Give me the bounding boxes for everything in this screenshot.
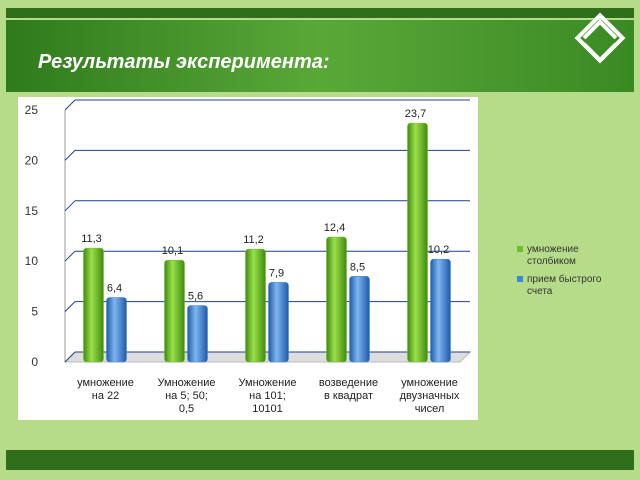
x-tick-label: Умножение на 5; 50; 0,5 bbox=[158, 377, 216, 415]
bar bbox=[245, 248, 266, 363]
data-label: 10,1 bbox=[162, 245, 183, 257]
x-tick-label-line: 0,5 bbox=[179, 403, 194, 415]
x-tick-label-line: двузначных bbox=[400, 390, 460, 402]
bar bbox=[430, 258, 451, 363]
legend-swatch bbox=[517, 276, 523, 282]
grid-line bbox=[64, 99, 76, 111]
logo bbox=[574, 12, 626, 64]
grid-line bbox=[64, 351, 76, 363]
x-tick-label-line: умножение bbox=[77, 377, 134, 389]
data-label: 7,9 bbox=[269, 267, 284, 279]
grid-line bbox=[64, 150, 76, 161]
bar bbox=[83, 247, 104, 363]
x-tick-label-line: в квадрат bbox=[324, 390, 373, 402]
y-tick-label: 5 bbox=[31, 305, 38, 319]
bottom-strip bbox=[6, 450, 634, 470]
x-tick-label-line: чисел bbox=[415, 403, 445, 415]
x-tick-label-line: возведение bbox=[319, 377, 378, 389]
bar bbox=[106, 297, 127, 363]
data-label: 12,4 bbox=[324, 222, 345, 234]
legend-label: умножение столбиком bbox=[527, 244, 579, 267]
legend-swatch bbox=[517, 246, 523, 252]
legend-label-line: счета bbox=[527, 286, 553, 297]
bar bbox=[164, 259, 185, 363]
y-tick-label: 10 bbox=[25, 254, 39, 268]
x-tick-label-line: Умножение bbox=[239, 377, 297, 389]
data-label: 10,2 bbox=[428, 244, 449, 256]
title-bar bbox=[6, 20, 634, 92]
x-tick-label: Умножение на 101; 10101 bbox=[239, 377, 297, 415]
x-tick-label: возведение в квадрат bbox=[319, 377, 378, 402]
top-strip bbox=[6, 8, 634, 18]
y-tick-label: 20 bbox=[25, 153, 39, 167]
bar bbox=[187, 305, 208, 363]
bar bbox=[268, 282, 289, 363]
x-tick-label-line: умножение bbox=[401, 377, 458, 389]
data-label: 6,4 bbox=[107, 282, 122, 294]
grid-line bbox=[64, 250, 76, 262]
grid-line bbox=[64, 301, 76, 312]
bar bbox=[407, 122, 428, 363]
slide-title: Результаты эксперимента: bbox=[38, 51, 330, 73]
y-tick-label: 15 bbox=[25, 204, 39, 218]
legend-label: прием быстрого счета bbox=[527, 273, 602, 297]
legend-label-line: прием быстрого bbox=[527, 273, 602, 285]
x-tick-label: умножение двузначных чисел bbox=[400, 377, 460, 415]
x-tick-label-line: 10101 bbox=[252, 403, 283, 415]
data-label: 11,3 bbox=[81, 233, 102, 245]
data-label: 5,6 bbox=[188, 291, 203, 303]
y-tick-label: 25 bbox=[25, 103, 39, 117]
x-tick-label-line: на 5; 50; bbox=[165, 390, 208, 402]
bar bbox=[349, 276, 370, 363]
bar bbox=[326, 236, 347, 363]
x-tick-label-line: Умножение bbox=[158, 377, 216, 389]
data-label: 11,2 bbox=[243, 234, 264, 246]
data-label: 23,7 bbox=[405, 108, 426, 120]
legend-label-line: умножение bbox=[527, 244, 579, 255]
x-tick-label-line: на 22 bbox=[92, 390, 119, 402]
x-tick-label-line: на 101; bbox=[249, 390, 286, 402]
grid-line bbox=[64, 200, 76, 212]
x-tick-label: умножение на 22 bbox=[77, 377, 134, 402]
y-tick-label: 0 bbox=[31, 355, 38, 369]
data-label: 8,5 bbox=[350, 261, 365, 273]
legend-label-line: столбиком bbox=[527, 255, 576, 267]
